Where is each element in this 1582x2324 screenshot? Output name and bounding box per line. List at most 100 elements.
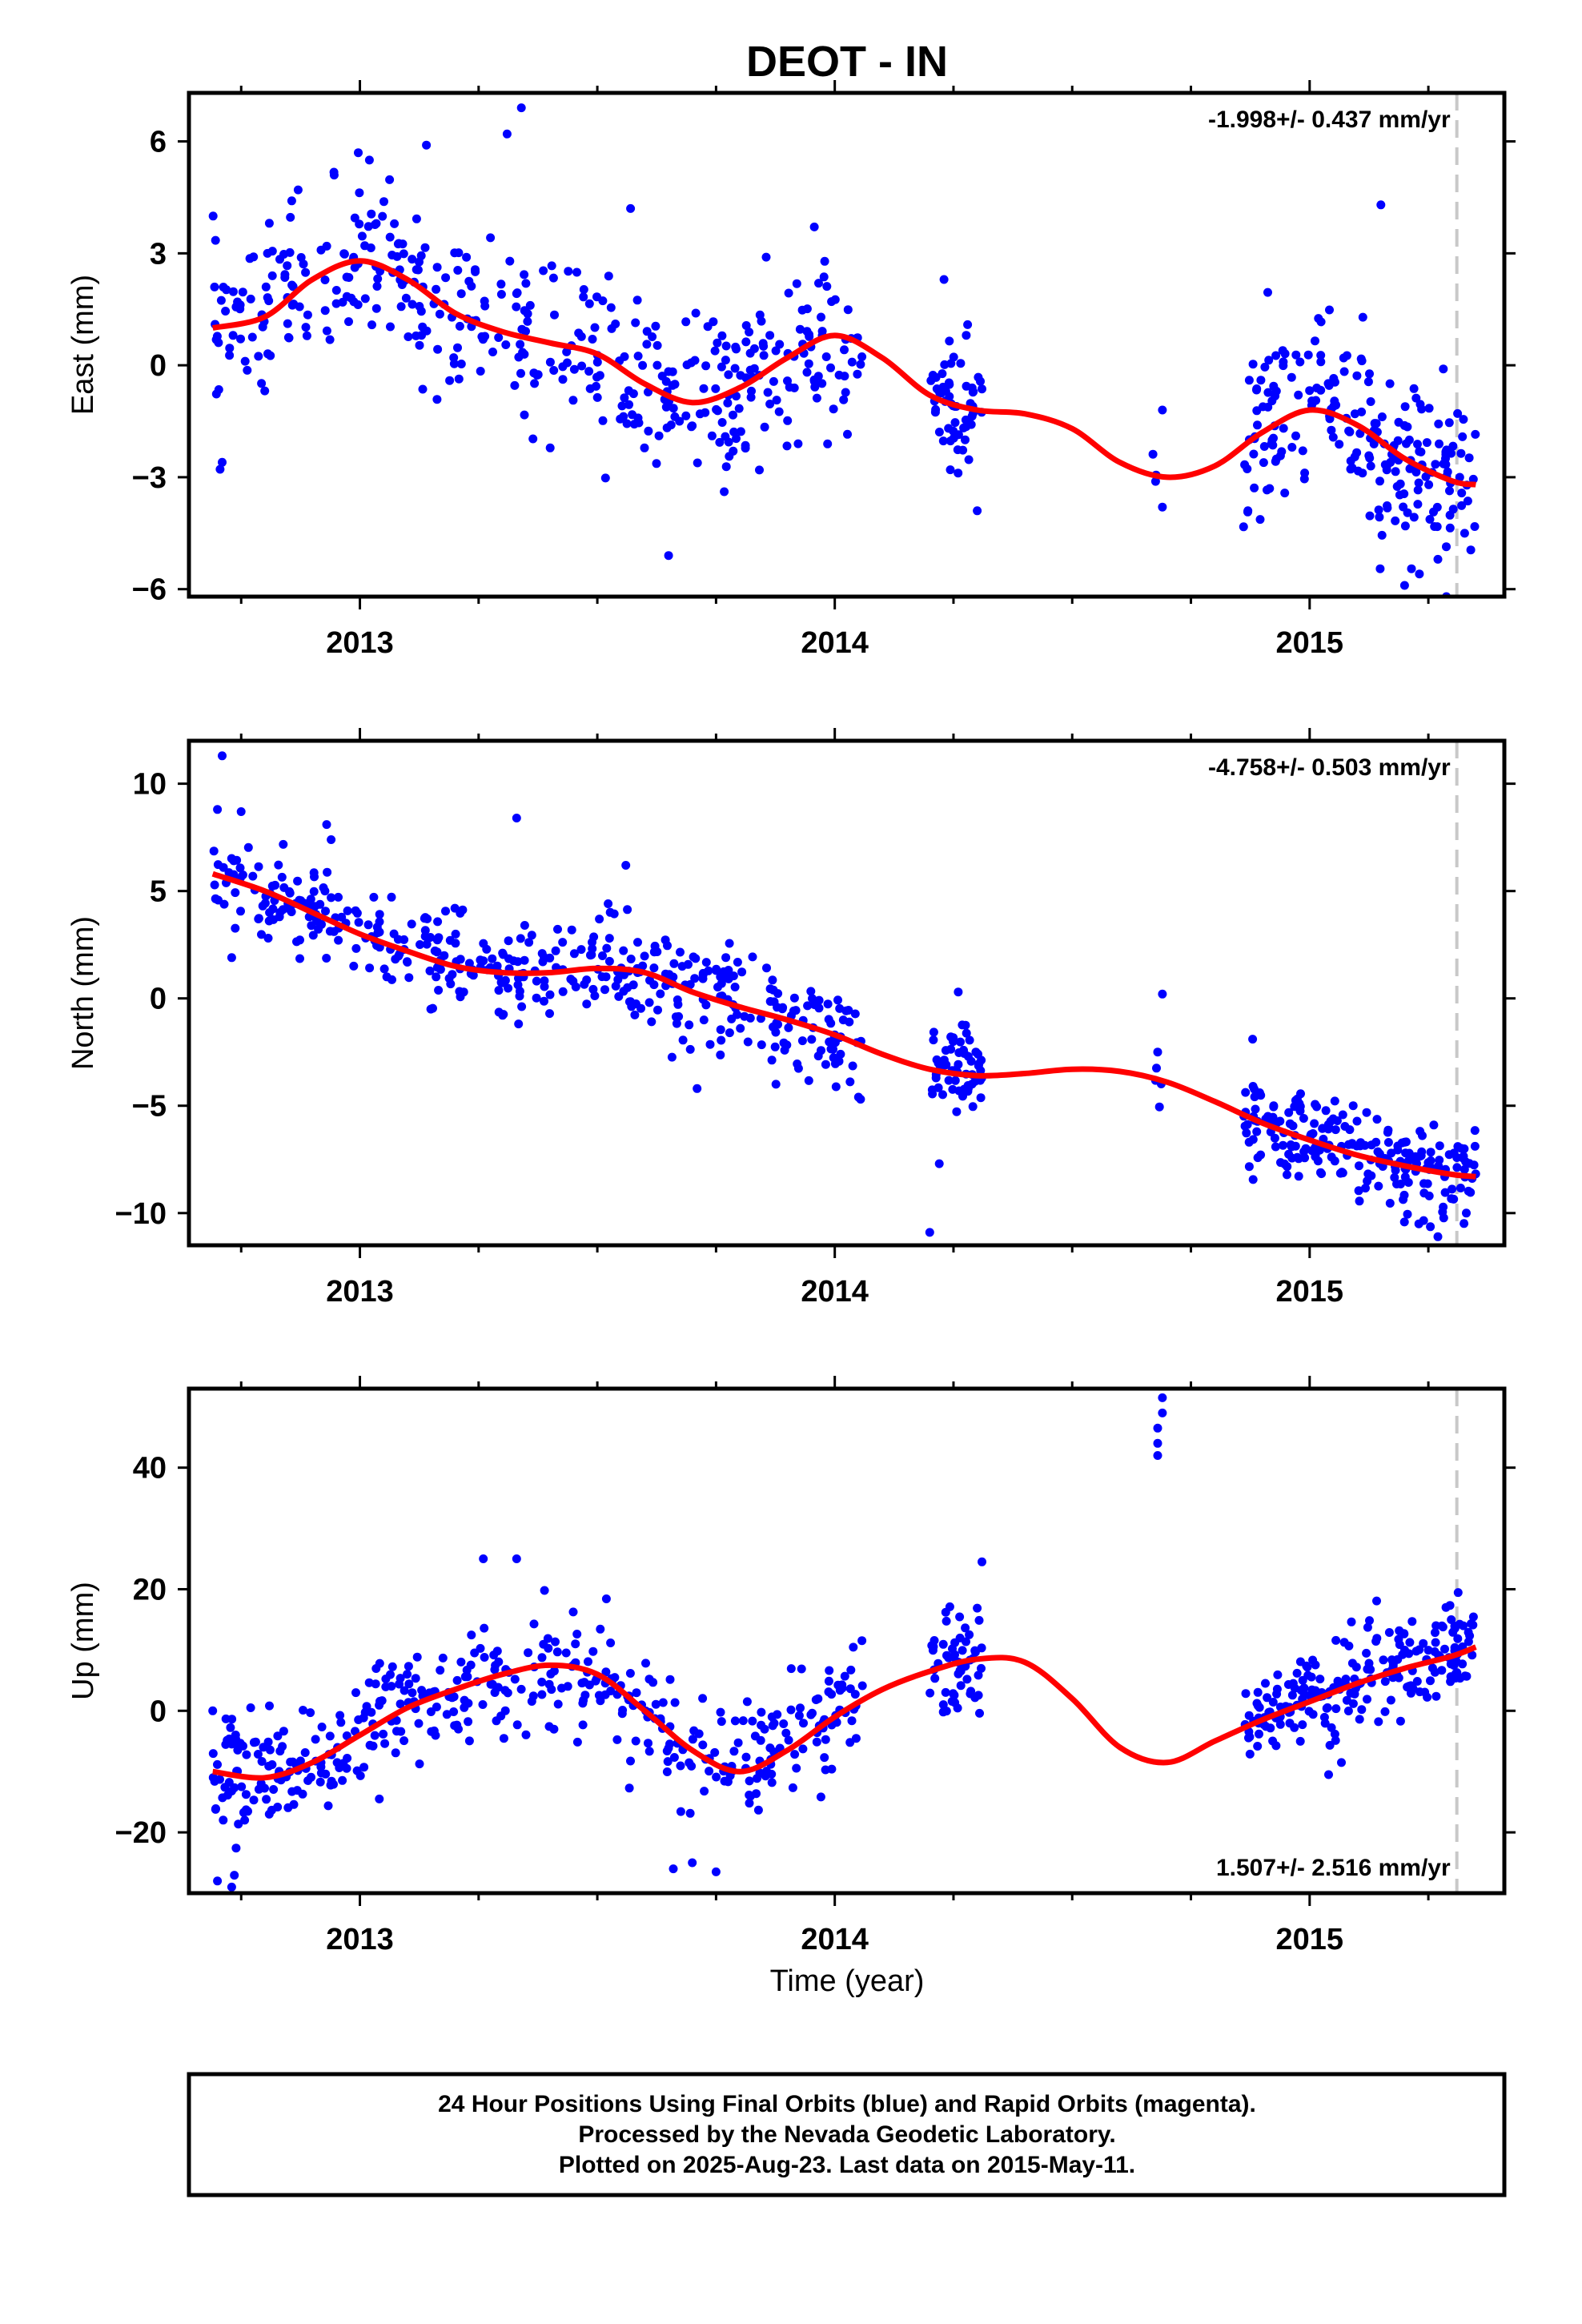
data-point [784,1023,793,1032]
data-point [1460,1164,1469,1174]
plot-frame [187,90,1507,599]
data-point [1333,1676,1343,1686]
data-point [797,1664,806,1674]
data-point [792,1763,801,1773]
data-point [938,1090,947,1100]
data-point [765,1743,775,1753]
data-point [1248,1175,1258,1184]
data-point [264,219,274,228]
data-point [974,1671,983,1680]
data-point [489,1651,499,1660]
data-point [1342,1695,1351,1705]
data-point [929,1642,938,1651]
data-point [1456,448,1466,458]
data-point [325,927,335,936]
data-point [1398,1650,1407,1659]
data-point [283,261,292,271]
data-point [636,1003,645,1013]
data-point [1423,1179,1432,1188]
data-point [626,1756,635,1766]
data-point [553,1699,563,1709]
data-point [426,1707,436,1716]
data-point [960,1049,969,1058]
data-point [401,293,411,303]
data-point [386,322,395,332]
data-point [1263,388,1273,397]
data-point [1295,1106,1305,1116]
data-point [577,361,587,371]
data-point [568,976,578,986]
data-point [1453,408,1463,418]
data-point [1434,419,1443,428]
data-point [821,352,831,361]
data-point [404,1662,413,1671]
data-point [480,1623,489,1633]
data-point [1325,305,1334,315]
data-point [628,410,637,420]
data-point [1308,1129,1318,1138]
data-point [1340,1122,1350,1131]
data-point [444,974,454,983]
data-point [1471,429,1480,439]
data-point [788,1783,797,1792]
data-point [1418,1131,1427,1140]
data-point [710,1747,720,1757]
data-point [528,434,538,444]
data-point [701,958,711,967]
data-point [651,321,661,331]
data-point [812,1737,821,1747]
data-point [532,976,541,986]
data-point [717,1035,726,1045]
data-point [614,991,624,1001]
data-point [758,339,768,348]
data-point [1365,453,1375,463]
data-point [736,427,745,436]
data-point [1361,1184,1370,1193]
data-point [831,1082,841,1092]
data-point [316,1768,326,1778]
data-point [931,1073,941,1083]
data-point [582,999,592,1009]
data-point [588,938,596,947]
data-point [1316,317,1326,327]
data-point [524,938,534,947]
data-point [1365,1616,1374,1626]
data-point [619,946,628,955]
data-point [760,422,769,432]
data-point [592,392,602,402]
data-point [1307,1146,1317,1156]
data-point [857,352,867,361]
data-point [649,963,659,973]
data-point [236,334,245,344]
data-point [808,1708,817,1718]
data-point [630,1010,640,1019]
data-point [412,265,421,275]
data-points [208,103,1480,597]
data-point [246,1703,255,1712]
data-point [742,1697,752,1707]
data-point [846,1665,856,1675]
data-point [678,1035,688,1045]
data-point [247,332,257,342]
data-point [1308,1710,1318,1719]
data-point [817,379,827,388]
data-point [1396,1180,1405,1188]
data-point [400,1686,409,1695]
data-point [939,275,949,284]
data-point [426,933,436,942]
data-point [295,954,304,963]
data-point [954,1669,963,1679]
data-point [1422,438,1431,448]
data-point [315,899,325,909]
data-point [1248,1135,1258,1144]
data-point [757,1040,766,1050]
data-point [462,1666,472,1675]
data-point [226,1723,235,1732]
data-point [537,1690,547,1699]
data-point [501,340,511,349]
data-point [571,1639,580,1649]
data-point [1277,447,1287,456]
data-point [786,1705,796,1715]
data-point [773,1019,782,1029]
data-point [938,369,947,379]
